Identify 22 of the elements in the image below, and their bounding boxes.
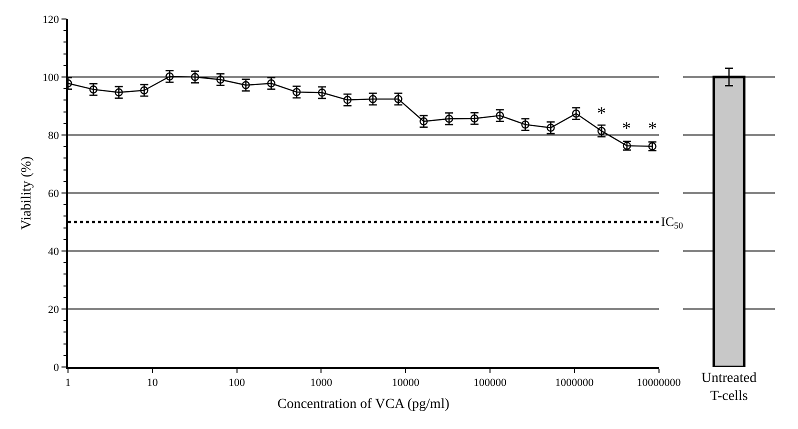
y-tick-label: 20	[48, 304, 60, 316]
annotation: *	[597, 103, 606, 123]
x-tick-label: 100	[228, 376, 246, 389]
y-tick-label: 0	[54, 362, 60, 374]
x-tick-label: Untreated T-cells	[701, 371, 757, 404]
x-tick-label: 1	[65, 376, 71, 389]
y-tick-label: 60	[48, 188, 60, 200]
x-axis-title: Concentration of VCA (pg/ml)	[277, 396, 450, 412]
y-tick-label: 120	[42, 14, 60, 26]
y-tick-label: 80	[48, 130, 60, 142]
y-axis-title: Viability (%)	[20, 156, 35, 230]
x-tick-label: 1000000	[555, 376, 594, 389]
annotation: *	[648, 118, 657, 138]
x-tick-label: 100000	[473, 376, 507, 389]
y-tick-label: 100	[42, 72, 60, 84]
x-tick-label: 10000	[392, 376, 420, 389]
y-tick-label: 40	[48, 246, 60, 258]
annotation: *	[622, 118, 631, 138]
ref-line-label: IC$_{50}$	[661, 214, 684, 231]
x-tick-label: 10	[146, 376, 158, 389]
x-tick-label: 10000000	[636, 376, 682, 389]
x-tick-label: 1000	[310, 376, 333, 389]
